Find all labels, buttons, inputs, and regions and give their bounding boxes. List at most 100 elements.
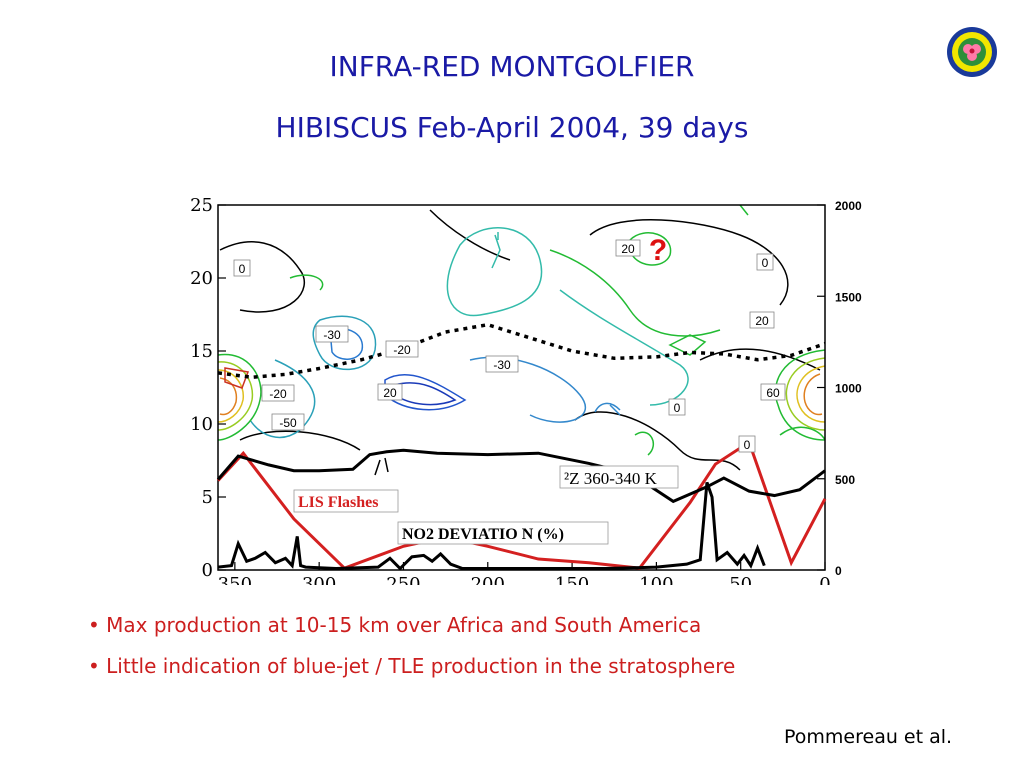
hibiscus-flower-logo-icon xyxy=(946,26,998,78)
contour-label-text: 0 xyxy=(762,256,769,270)
contour-label: 20 xyxy=(377,383,403,401)
credit-text: Pommereau et al. xyxy=(784,726,953,748)
contour-high xyxy=(217,353,262,441)
x-tick-label: 150 xyxy=(555,574,589,585)
chart-labels: 0 -30 -20 -30 20 0 20 20 -50 -20 0 60 0? ²Z 360-340 K… xyxy=(233,234,786,545)
z-profile-line xyxy=(216,448,826,504)
contour-label-box xyxy=(377,383,403,401)
bullet-list: • Max production at 10-15 km over Africa… xyxy=(88,613,735,695)
contour-label: 20 xyxy=(749,311,775,329)
contour-positive xyxy=(634,431,654,456)
contour-positive xyxy=(779,426,826,441)
lis-label-group: LIS Flashes xyxy=(293,489,399,513)
x-tick-label: 300 xyxy=(302,574,336,585)
no2-label-box xyxy=(397,521,609,545)
y-left-tick-label: 25 xyxy=(190,195,213,216)
contour-label: 60 xyxy=(760,383,786,401)
contour-label-text: 20 xyxy=(383,386,397,400)
contour-label-box xyxy=(271,413,305,431)
y-left-tick-label: 0 xyxy=(202,560,213,581)
contour-negative xyxy=(394,382,457,406)
contour-high xyxy=(796,365,826,423)
contour-label-box xyxy=(261,384,295,402)
contour-positive xyxy=(668,334,707,356)
slide-title: INFRA-RED MONTGOLFIER xyxy=(329,50,695,83)
z-label: ²Z 360-340 K xyxy=(564,469,658,488)
contour-label-box xyxy=(738,435,756,453)
z-label-box xyxy=(559,465,679,489)
contour-negative xyxy=(491,232,501,269)
lis-label-box xyxy=(293,489,399,513)
contour-high xyxy=(774,349,826,441)
contour-positive xyxy=(629,232,672,266)
contour-positive xyxy=(549,249,721,337)
contour-label-box xyxy=(315,325,349,343)
contour-label: -20 xyxy=(385,340,419,358)
contour-negative xyxy=(384,374,467,411)
contour-label: -30 xyxy=(315,325,349,343)
contour-label-text: -50 xyxy=(279,416,297,430)
x-tick-label: 250 xyxy=(386,574,420,585)
contour-label-text: 0 xyxy=(239,262,246,276)
contour-high xyxy=(803,373,823,416)
x-tick-label: 350 xyxy=(218,574,252,585)
y-left-tick-label: 15 xyxy=(190,341,213,362)
no2-deviation-line xyxy=(217,481,766,571)
contour-high xyxy=(785,357,826,431)
y-right-tick-label: 500 xyxy=(835,473,855,487)
chart: 350 300 250 200 150 100 50 0 0 5 10 15 20 25 0 500 1000 1… xyxy=(180,190,880,595)
contour-high xyxy=(217,361,254,431)
no2-label-group: NO2 DEVIATIO N (%) xyxy=(397,521,609,545)
contour-label: -30 xyxy=(485,355,519,373)
contour-zero xyxy=(239,430,361,451)
contour-label: 0 xyxy=(668,398,686,416)
y-right-tick-label: 2000 xyxy=(835,199,862,213)
contour-positive xyxy=(289,274,324,291)
y-right-tick-label: 0 xyxy=(835,564,842,578)
contour-label-text: 60 xyxy=(766,386,780,400)
contour-negative xyxy=(559,289,689,406)
bullet-item: • Max production at 10-15 km over Africa… xyxy=(88,613,702,637)
contour-zero xyxy=(219,241,306,313)
contour-negative xyxy=(312,315,377,371)
contour-label-box xyxy=(749,311,775,329)
contour-zero xyxy=(589,219,789,306)
contour-label: 0 xyxy=(233,259,251,277)
y-right-tick-label: 1000 xyxy=(835,382,862,396)
contour-high xyxy=(224,367,250,389)
contour-label: 0 xyxy=(756,253,774,271)
bullet-item: • Little indication of blue-jet / TLE pr… xyxy=(88,654,736,678)
contour-label-box xyxy=(615,239,641,257)
contour-zero xyxy=(374,457,389,476)
question-mark-annotation: ? xyxy=(649,234,667,267)
contour-label-text: -20 xyxy=(393,343,411,357)
contour-label: -20 xyxy=(261,384,295,402)
lis-label: LIS Flashes xyxy=(298,494,378,511)
y-left-tick-label: 10 xyxy=(190,414,213,435)
contour-positive xyxy=(739,204,749,216)
contour-label-text: -30 xyxy=(323,328,341,342)
x-tick-label: 200 xyxy=(471,574,505,585)
y-right-tick-label: 1500 xyxy=(835,290,862,304)
contour-label-text: -30 xyxy=(493,358,511,372)
x-tick-label: 0 xyxy=(819,574,830,585)
z-label-group: ²Z 360-340 K xyxy=(559,465,679,489)
contour-label-box xyxy=(668,398,686,416)
contour-label-text: 20 xyxy=(755,314,769,328)
contour-negative xyxy=(594,402,621,416)
contour-negative xyxy=(446,227,543,317)
contour-label-text: 0 xyxy=(674,401,681,415)
no2-label: NO2 DEVIATIO N (%) xyxy=(402,526,564,543)
lis-flashes-line xyxy=(216,439,827,570)
contour-label: 20 xyxy=(615,239,641,257)
chart-svg: 350 300 250 200 150 100 50 00510152025050010001… xyxy=(190,195,862,595)
contour-label-text: 20 xyxy=(621,242,635,256)
contour-label-box xyxy=(760,383,786,401)
contour-label-box xyxy=(385,340,419,358)
contour-label-box xyxy=(485,355,519,373)
contour-label-text: -20 xyxy=(269,387,287,401)
contour-label-text: 0 xyxy=(744,438,751,452)
contour-label: 0 xyxy=(738,435,756,453)
x-tick-label: 100 xyxy=(639,574,673,585)
contour-field xyxy=(217,204,826,476)
